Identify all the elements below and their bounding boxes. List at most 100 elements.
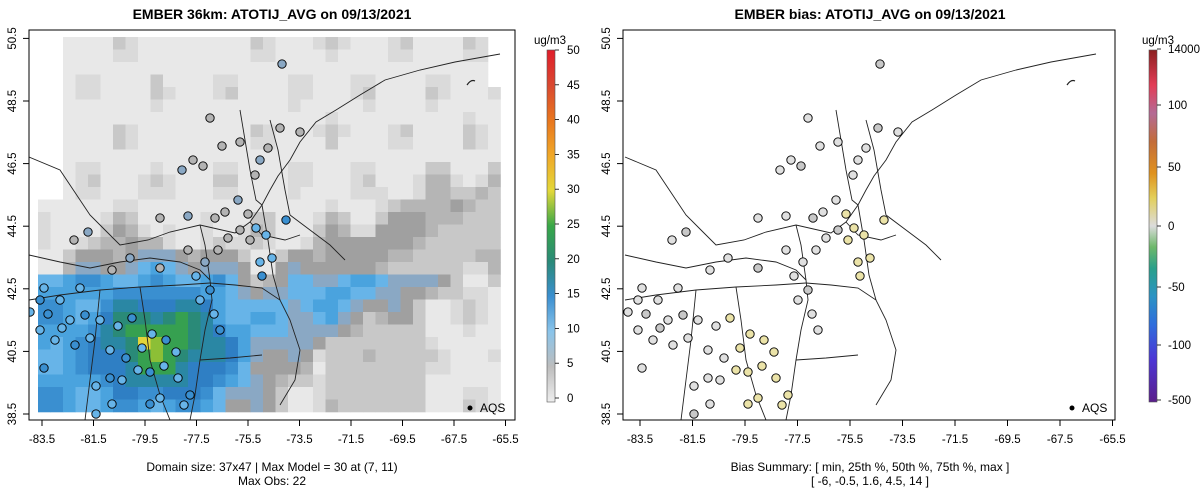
model-cell — [238, 112, 251, 125]
model-cell — [350, 287, 364, 300]
model-cell — [213, 224, 226, 238]
model-cell — [125, 149, 139, 163]
model-cell — [150, 274, 164, 288]
model-cell — [38, 237, 51, 250]
model-cell — [213, 62, 226, 75]
model-cell — [275, 49, 289, 63]
model-cell — [250, 324, 264, 338]
model-cell — [300, 62, 314, 75]
model-cell — [325, 362, 339, 375]
model-cell — [400, 312, 414, 325]
model-cell — [250, 287, 264, 300]
model-cell — [488, 374, 501, 388]
model-cell — [425, 49, 439, 63]
model-cell — [313, 187, 326, 200]
model-cell — [325, 337, 339, 350]
model-cell — [475, 287, 489, 300]
aqs-site-marker — [70, 340, 80, 350]
model-cell — [238, 399, 251, 413]
model-cell — [188, 337, 201, 350]
model-cell — [413, 74, 426, 88]
colorbar-tick-label: 100 — [1168, 100, 1187, 112]
aqs-site-marker — [155, 213, 165, 223]
model-cell — [213, 274, 226, 288]
aqs-site-marker — [833, 137, 843, 147]
model-cell — [88, 362, 101, 375]
aqs-site-marker — [255, 155, 265, 165]
y-tick-label: 38.5 — [601, 403, 613, 425]
model-cell — [313, 212, 326, 225]
model-cell — [175, 187, 189, 200]
legend-dot-icon — [1069, 405, 1075, 411]
model-cell — [213, 362, 226, 375]
boundary-line — [865, 119, 887, 216]
right-x-axis: -83.5 -81.5 -79.5 -77.5 -75.5 -73.5 -71.5 -69.5… — [627, 420, 1126, 446]
model-cell — [300, 287, 314, 300]
model-cell — [425, 349, 439, 363]
aqs-site-marker — [743, 399, 753, 409]
aqs-site-marker — [769, 347, 779, 357]
aqs-site-marker — [183, 211, 193, 221]
model-cell — [338, 162, 351, 175]
aqs-site-marker — [786, 155, 796, 165]
model-cell — [350, 199, 364, 213]
model-cell — [425, 324, 439, 338]
model-cell — [363, 387, 376, 400]
model-cell — [163, 374, 176, 388]
model-cell — [63, 74, 76, 88]
model-cell — [363, 124, 376, 138]
model-cell — [275, 87, 289, 100]
model-cell — [88, 262, 101, 275]
model-cell — [213, 112, 226, 125]
model-cell — [263, 49, 276, 63]
model-cell — [488, 387, 501, 400]
model-cell — [463, 199, 476, 213]
model-cell — [475, 37, 489, 50]
model-cell — [488, 99, 501, 113]
x-tick-label: -83.5 — [627, 434, 653, 446]
model-cell — [338, 399, 351, 413]
model-cell — [488, 212, 501, 225]
model-cell — [213, 287, 226, 300]
model-cell — [450, 237, 464, 250]
model-cell — [200, 37, 214, 50]
model-cell — [425, 224, 439, 238]
model-cell — [400, 262, 414, 275]
model-cell — [200, 349, 214, 363]
model-cell — [263, 187, 276, 200]
model-cell — [350, 387, 364, 400]
colorbar-tick-label: 15 — [567, 289, 580, 301]
model-cell — [425, 387, 439, 400]
model-cell — [488, 287, 501, 300]
model-cell — [388, 37, 401, 50]
model-cell — [175, 112, 189, 125]
model-cell — [450, 262, 464, 275]
model-cell — [450, 374, 464, 388]
model-cell — [313, 224, 326, 238]
model-cell — [225, 124, 239, 138]
model-cell — [225, 99, 239, 113]
aqs-site-marker — [673, 283, 683, 293]
aqs-site-marker — [663, 315, 673, 325]
model-cell — [263, 37, 276, 50]
y-tick-label: 44.5 — [601, 215, 613, 237]
y-tick-label: 44.5 — [7, 215, 19, 237]
model-cell — [400, 187, 414, 200]
model-cell — [475, 87, 489, 100]
x-tick-label: -75.5 — [837, 434, 863, 446]
model-cell — [388, 224, 401, 238]
model-cell — [200, 374, 214, 388]
model-cell — [450, 162, 464, 175]
model-cell — [325, 249, 339, 263]
aqs-site-marker — [191, 271, 201, 281]
model-cell — [263, 74, 276, 88]
model-cell — [75, 349, 89, 363]
model-cell — [450, 337, 464, 350]
model-cell — [325, 237, 339, 250]
model-cell — [138, 162, 151, 175]
aqs-site-marker — [893, 127, 903, 137]
model-cell — [325, 124, 339, 138]
model-cell — [388, 199, 401, 213]
model-cell — [325, 174, 339, 188]
model-cell — [138, 374, 151, 388]
